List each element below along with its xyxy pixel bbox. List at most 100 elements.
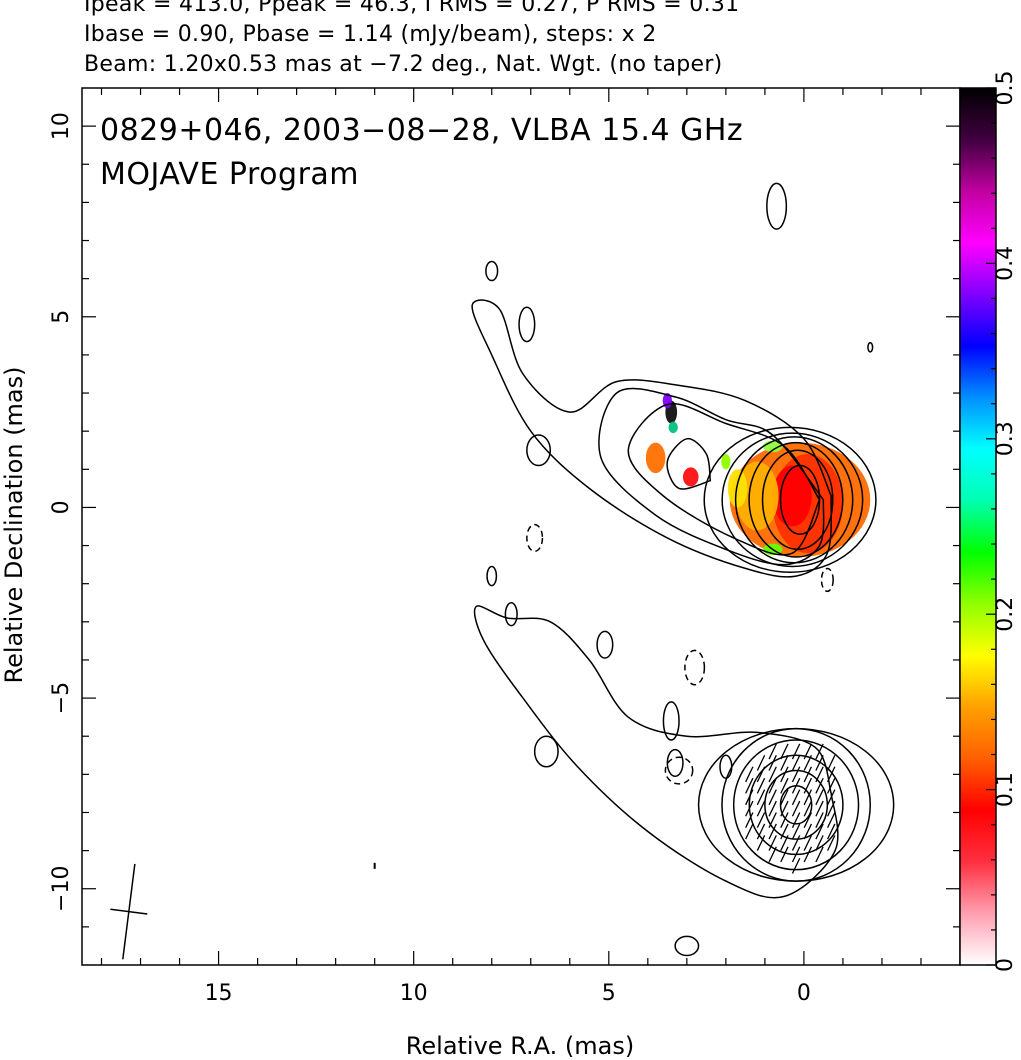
y-tick-label: 10 bbox=[49, 112, 74, 140]
jet-contour bbox=[471, 299, 833, 578]
evpa-vector bbox=[756, 812, 766, 828]
evpa-vector bbox=[745, 766, 754, 783]
core-contour bbox=[703, 426, 877, 574]
map-annotation-source: 0829+046, 2003−08−28, VLBA 15.4 GHz bbox=[100, 113, 743, 148]
y-tick-label: −5 bbox=[49, 682, 74, 714]
map-annotation-program: MOJAVE Program bbox=[100, 157, 359, 192]
x-axis-title: Relative R.A. (mas) bbox=[406, 1032, 634, 1060]
evpa-vector bbox=[768, 835, 777, 851]
evpa-vector bbox=[803, 823, 813, 840]
header-line-1: Ipeak = 413.0, Ppeak = 46.3, I RMS = 0.2… bbox=[84, 0, 740, 17]
colorbar bbox=[959, 87, 997, 966]
polarization-patch bbox=[668, 421, 678, 434]
evpa-vector bbox=[815, 846, 824, 863]
header-line-3: Beam: 1.20x0.53 mas at −7.2 deg., Nat. W… bbox=[84, 52, 723, 77]
jet-contour bbox=[627, 402, 821, 556]
evpa-vector bbox=[791, 835, 801, 851]
contour-island bbox=[666, 748, 684, 778]
colorbar-tick-label: 0.1 bbox=[993, 772, 1018, 807]
contour-island bbox=[526, 434, 552, 467]
x-tick-label: 15 bbox=[205, 981, 233, 1006]
evpa-vector bbox=[827, 755, 836, 771]
evpa-vector bbox=[803, 789, 813, 806]
evpa-vector bbox=[768, 766, 777, 783]
header-line-2: Ibase = 0.90, Pbase = 1.14 (mJy/beam), s… bbox=[84, 22, 657, 47]
core-contour bbox=[779, 785, 813, 825]
y-tick-label: 5 bbox=[49, 310, 74, 324]
evpa-vector bbox=[791, 800, 801, 817]
evpa-vector bbox=[756, 800, 766, 817]
contour-island bbox=[485, 260, 499, 282]
polarization-patch bbox=[721, 454, 731, 470]
evpa-vector bbox=[791, 812, 801, 828]
polarization-patch bbox=[727, 469, 748, 508]
core-contour bbox=[748, 754, 844, 856]
evpa-vector bbox=[756, 755, 766, 771]
jet-contour bbox=[666, 438, 712, 490]
evpa-vector bbox=[745, 823, 754, 840]
evpa-vector bbox=[803, 766, 813, 783]
x-tick-label: 5 bbox=[602, 981, 616, 1006]
evpa-vector bbox=[791, 823, 801, 840]
jet-contour bbox=[598, 387, 825, 566]
polarization-patch bbox=[682, 467, 699, 487]
core-contour bbox=[764, 769, 829, 840]
evpa-vector bbox=[827, 812, 836, 828]
evpa-vector bbox=[780, 777, 789, 794]
evpa-vector bbox=[791, 789, 801, 806]
x-tick-label: 10 bbox=[400, 981, 428, 1006]
core-contour bbox=[721, 432, 864, 568]
axis-ticks-layer: 15 10 5 0 10 5 0 −5 −10 bbox=[49, 88, 960, 1006]
evpa-vector bbox=[768, 823, 777, 840]
colorbar-tick-label: 0.3 bbox=[993, 421, 1018, 456]
y-tick-label: −10 bbox=[49, 866, 74, 912]
core-contour bbox=[697, 727, 895, 882]
beam-minor-axis bbox=[110, 908, 148, 915]
evpa-vector bbox=[756, 777, 766, 794]
map-marker bbox=[373, 862, 376, 869]
evpa-vector bbox=[745, 777, 754, 794]
evpa-vector bbox=[791, 755, 801, 771]
evpa-vector bbox=[815, 823, 824, 840]
evpa-vector bbox=[827, 777, 836, 794]
evpa-vector bbox=[815, 755, 824, 771]
negative-contour-island bbox=[820, 567, 834, 593]
contour-layer bbox=[471, 182, 895, 957]
evpa-vector bbox=[768, 777, 777, 794]
evpa-vector bbox=[815, 777, 824, 794]
evpa-vector bbox=[768, 743, 777, 760]
evpa-vector bbox=[756, 789, 766, 806]
evpa-vector bbox=[780, 743, 789, 760]
beam-and-markers-layer bbox=[110, 862, 376, 960]
evpa-vector bbox=[791, 857, 801, 874]
y-tick-label: 0 bbox=[49, 500, 74, 514]
negative-contour-island bbox=[664, 756, 694, 785]
contour-island bbox=[662, 701, 680, 741]
x-tick-label: 0 bbox=[797, 981, 811, 1006]
evpa-vector bbox=[803, 846, 813, 863]
evpa-vector bbox=[815, 789, 824, 806]
contour-island bbox=[486, 565, 498, 587]
jet-contour bbox=[473, 605, 839, 899]
colorbar-tick-label: 0.4 bbox=[993, 246, 1018, 281]
evpa-vector bbox=[756, 823, 766, 840]
evpa-vector bbox=[780, 789, 789, 806]
evpa-vector bbox=[803, 777, 813, 794]
contour-island bbox=[504, 602, 518, 627]
y-axis-title: Relative Declination (mas) bbox=[0, 366, 28, 683]
contour-island bbox=[867, 341, 874, 353]
contour-island bbox=[596, 630, 614, 659]
evpa-vector bbox=[768, 789, 777, 806]
evpa-vector bbox=[768, 755, 777, 771]
evpa-vector bbox=[827, 823, 836, 840]
evpa-vector bbox=[780, 823, 789, 840]
evpa-vector bbox=[815, 800, 824, 817]
contour-island bbox=[533, 735, 559, 768]
core-contour bbox=[748, 441, 844, 558]
colorbar-tick-label: 0.2 bbox=[993, 597, 1018, 632]
negative-contour-island bbox=[684, 649, 706, 686]
evpa-vector bbox=[803, 812, 813, 828]
contour-island bbox=[766, 182, 788, 230]
polarization-patch bbox=[645, 442, 666, 474]
